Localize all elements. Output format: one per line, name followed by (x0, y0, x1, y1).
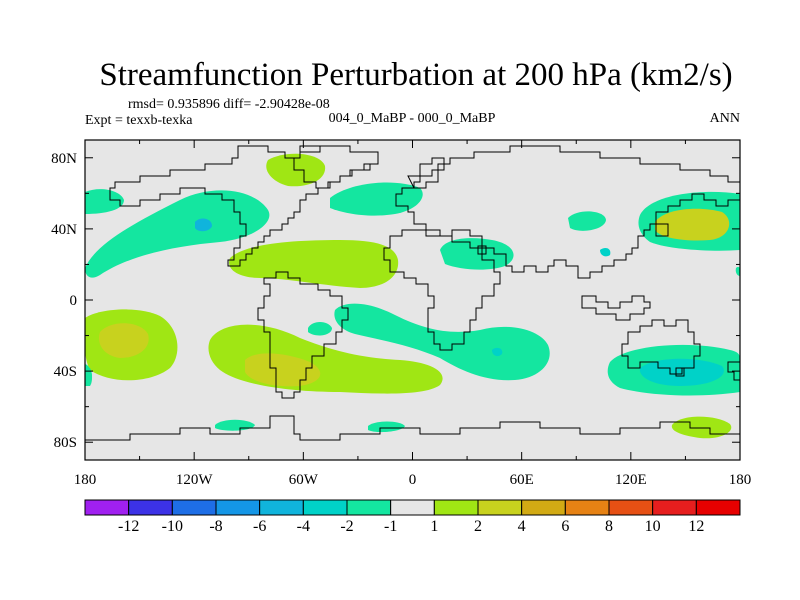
tropical-america-positive (229, 240, 399, 288)
eurasia-coastline (395, 145, 740, 279)
colorbar-box (608, 499, 654, 516)
north-pacific-west-positive (85, 189, 124, 214)
x-tick-label: 60E (510, 472, 534, 488)
colorbar-label: 10 (645, 518, 661, 535)
scandinavia-coastline (407, 157, 445, 189)
x-tick-label: 60W (289, 472, 319, 488)
asia-small-positive (568, 211, 606, 231)
east-edge-small-positive (735, 267, 740, 276)
north-pacific-high-inner (600, 247, 611, 257)
africa-coastline (383, 229, 501, 351)
y-tick-label: 40N (51, 222, 77, 238)
south-pacific-far-small (85, 368, 93, 386)
colorbar-label: -6 (253, 518, 266, 535)
australia-coastline (621, 319, 701, 375)
x-tick-label: 0 (409, 472, 417, 488)
stats-line: rmsd= 0.935896 diff= -2.90428e-08 (128, 97, 330, 112)
indian-ocean-small-negative (492, 347, 503, 357)
colorbar-box (477, 499, 523, 516)
new-zealand-coastline (727, 361, 740, 381)
colorbar-box (521, 499, 566, 516)
colorbar-box (259, 499, 304, 516)
colorbar-label: -1 (384, 518, 397, 535)
north-atlantic-positive (330, 182, 423, 216)
colorbar-label: 8 (605, 518, 613, 535)
y-tick-label: 0 (70, 293, 78, 309)
north-pacific-east-positive (85, 190, 270, 278)
x-tick-label: 180 (74, 472, 97, 488)
colorbar-box (128, 499, 173, 516)
north-america-coastline (109, 145, 379, 267)
colorbar-label: 6 (561, 518, 569, 535)
coastlines (85, 145, 740, 441)
colorbar-box (302, 499, 348, 516)
south-pacific-core (98, 323, 149, 358)
y-axis: 80N 40N 0 40S 80S (51, 151, 740, 451)
south-america-coastline (257, 271, 349, 399)
colorbar: -12 -10 -8 -6 -4 -2 -1 1 2 4 6 8 10 12 (84, 499, 741, 535)
southern-america-band-core (245, 353, 321, 387)
colorbar-label: 1 (430, 518, 438, 535)
antarctica-coastline (85, 415, 740, 441)
tasmania-coastline (675, 367, 685, 377)
colorbar-box (652, 499, 697, 516)
difference-label: 004_0_MaBP - 000_0_MaBP (329, 111, 496, 126)
y-tick-label: 40S (54, 364, 77, 380)
north-pacific-east-inner-negative (195, 218, 212, 232)
colorbar-label: -4 (297, 518, 310, 535)
colorbar-box (564, 499, 610, 516)
arabia-island-coastline (477, 245, 487, 255)
colorbar-box (215, 499, 261, 516)
y-tick-label: 80S (54, 435, 77, 451)
indian-ocean-band-positive (334, 303, 550, 381)
greenland-coastline (293, 145, 379, 189)
colorbar-label: 12 (688, 518, 704, 535)
colorbar-label: 4 (518, 518, 526, 535)
colorbar-box (433, 499, 479, 516)
south-atlantic-small-positive (308, 322, 332, 336)
maritime-continent-coastline (581, 295, 651, 321)
colorbar-box (390, 499, 435, 516)
contour-fill-group (85, 153, 740, 439)
colorbar-label: -10 (162, 518, 183, 535)
colorbar-box (346, 499, 392, 516)
colorbar-box (84, 499, 130, 516)
season-label: ANN (710, 111, 740, 126)
arabia-positive (440, 238, 514, 270)
x-tick-label: 180 (729, 472, 752, 488)
colorbar-label: -12 (118, 518, 139, 535)
colorbar-label: 2 (474, 518, 482, 535)
x-tick-label: 120E (615, 472, 647, 488)
y-tick-label: 80N (51, 151, 77, 167)
japan-coastline (655, 223, 669, 237)
colorbar-label: -8 (209, 518, 222, 535)
x-axis: 180 120W 60W 0 60E 120E 180 (74, 140, 752, 488)
north-pacific-high-core (655, 208, 730, 241)
colorbar-box (171, 499, 217, 516)
chart-title: Streamfunction Perturbation at 200 hPa (… (99, 57, 732, 93)
southern-ocean-mid-positive (368, 421, 405, 433)
experiment-label: Expt = texxb-texka (85, 113, 193, 128)
x-tick-label: 120W (176, 472, 214, 488)
colorbar-box (695, 499, 741, 516)
colorbar-label: -2 (340, 518, 353, 535)
